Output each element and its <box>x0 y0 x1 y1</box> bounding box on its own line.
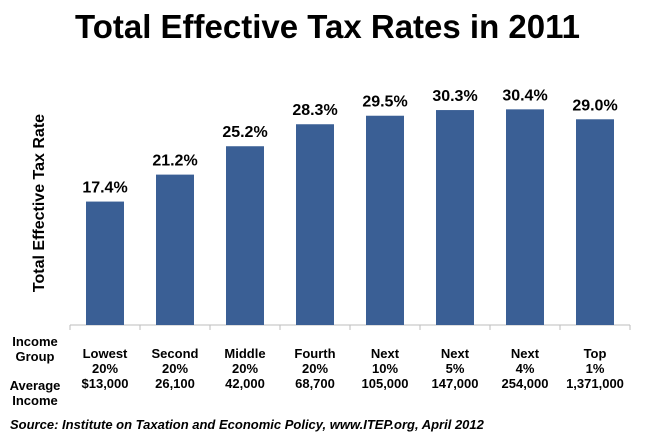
category-label: Lowest 20% $13,000 <box>70 346 140 391</box>
row-header-line: Average <box>9 378 61 393</box>
income-group-row-header: Income Group <box>0 334 70 364</box>
category-label-name: Second <box>151 346 199 361</box>
row-header-line: Income <box>12 393 58 408</box>
category-label-share: 5% <box>445 361 465 376</box>
average-income-row-header: Average Income <box>0 378 70 408</box>
bar <box>156 174 194 325</box>
category-label: Middle 20% 42,000 <box>210 346 280 391</box>
category-label-name: Top <box>583 346 607 361</box>
category-label-share: 20% <box>301 361 329 376</box>
category-label: Top 1% 1,371,000 <box>560 346 630 391</box>
data-label: 28.3% <box>292 102 337 119</box>
category-label-income: 42,000 <box>225 376 265 391</box>
category-label-income: 1,371,000 <box>566 376 624 391</box>
data-label: 29.5% <box>362 94 407 111</box>
category-label-share: 4% <box>515 361 535 376</box>
category-label: Second 20% 26,100 <box>140 346 210 391</box>
category-label-income: 254,000 <box>501 376 549 391</box>
category-label-income: $13,000 <box>81 376 129 391</box>
category-label-income: 105,000 <box>361 376 409 391</box>
category-label-share: 20% <box>231 361 259 376</box>
category-label-share: 20% <box>91 361 119 376</box>
category-label-name: Next <box>510 346 540 361</box>
bar <box>86 201 124 325</box>
category-label-name: Next <box>440 346 470 361</box>
data-label: 17.4% <box>82 180 127 197</box>
category-label-income: 26,100 <box>155 376 195 391</box>
bar <box>436 110 474 325</box>
category-label-income: 147,000 <box>431 376 479 391</box>
data-label: 21.2% <box>152 153 197 170</box>
category-label-share: 10% <box>371 361 399 376</box>
category-label-name: Next <box>370 346 400 361</box>
bar <box>296 124 334 325</box>
category-label: Fourth 20% 68,700 <box>280 346 350 391</box>
row-header-line: Income <box>12 334 58 349</box>
bar <box>366 115 404 325</box>
bar <box>576 119 614 325</box>
bar <box>226 146 264 325</box>
category-label-name: Fourth <box>294 346 336 361</box>
bar <box>506 109 544 325</box>
category-label-share: 20% <box>161 361 189 376</box>
data-label: 25.2% <box>222 124 267 141</box>
data-label: 30.4% <box>502 87 547 104</box>
row-header-line: Group <box>15 349 55 364</box>
category-label: Next 4% 254,000 <box>490 346 560 391</box>
category-label-income: 68,700 <box>295 376 335 391</box>
chart-title: Total Effective Tax Rates in 2011 <box>75 8 580 45</box>
category-label-name: Lowest <box>82 346 128 361</box>
category-label-share: 1% <box>585 361 605 376</box>
source-note: Source: Institute on Taxation and Econom… <box>10 417 484 432</box>
data-label: 30.3% <box>432 88 477 105</box>
category-label: Next 10% 105,000 <box>350 346 420 391</box>
data-label: 29.0% <box>572 97 617 114</box>
category-label: Next 5% 147,000 <box>420 346 490 391</box>
category-label-name: Middle <box>224 346 266 361</box>
